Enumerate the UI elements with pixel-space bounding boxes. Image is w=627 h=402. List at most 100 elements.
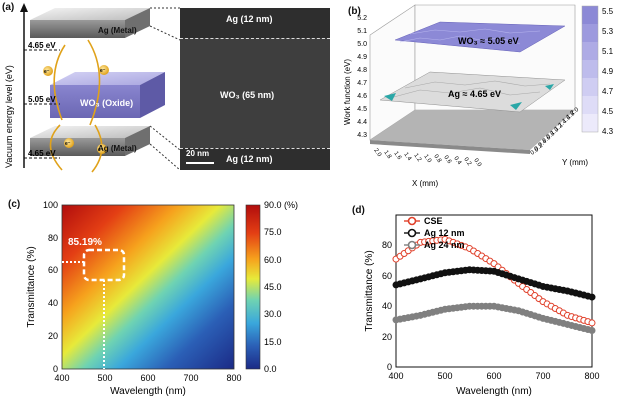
tem-label-top: Ag (12 nm) [226,14,273,24]
svg-text:700: 700 [535,371,550,381]
work-function-colorbar [581,5,599,133]
svg-text:4.5: 4.5 [357,106,367,113]
svg-text:0: 0 [387,362,392,372]
svg-text:500: 500 [437,371,452,381]
svg-text:4.5: 4.5 [602,107,614,116]
svg-text:4.6: 4.6 [357,93,367,100]
svg-text:5.0: 5.0 [357,41,367,48]
heatmap-area [61,204,235,370]
electron-label: e⁻ [98,147,104,153]
legend-marker [407,240,417,250]
svg-text:1.2: 1.2 [554,123,565,133]
svg-text:400: 400 [54,373,69,383]
energy-value: 5.05 eV [28,95,56,104]
svg-text:4.9: 4.9 [602,67,614,76]
line-x-title: Wavelength (nm) [456,386,532,397]
data-point [588,319,596,327]
wo3-slab [50,72,165,85]
svg-text:700: 700 [183,373,198,383]
colorbar-ticks: 5.5 5.3 5.1 4.9 4.7 4.5 4.3 [602,7,614,136]
svg-text:45.0: 45.0 [264,282,282,292]
electron-label: e⁻ [100,68,106,74]
panel-a: (a) [0,0,340,185]
data-point [588,327,596,335]
svg-text:60: 60 [382,271,392,281]
svg-text:90.0 (%): 90.0 (%) [264,200,298,210]
wo3-surface-label: WO₃ ≈ 5.05 eV [458,36,519,46]
heatmap-x-title: Wavelength (nm) [110,386,186,397]
z-axis-title: Work function (eV) [343,59,352,125]
svg-text:60.0: 60.0 [264,255,282,265]
svg-text:1.2: 1.2 [412,153,422,164]
svg-text:1.0: 1.0 [550,127,561,137]
svg-text:4.7: 4.7 [602,87,614,96]
svg-text:0.6: 0.6 [442,155,452,166]
layer-label: Ag (Metal) [98,144,137,153]
electron-icon [43,66,53,76]
svg-text:800: 800 [226,373,241,383]
svg-text:5.1: 5.1 [602,47,614,56]
svg-text:60: 60 [48,265,58,275]
electron-icon [64,138,74,148]
svg-text:2.0: 2.0 [570,107,581,117]
svg-text:400: 400 [388,371,403,381]
ag-top-slab [30,8,150,20]
svg-text:2.0: 2.0 [372,148,382,159]
line-legend: CSE Ag 12 nm Ag 24 nm [404,216,465,250]
legend-marker [407,228,417,238]
svg-text:1.6: 1.6 [392,151,402,162]
svg-text:4.4: 4.4 [357,119,367,126]
svg-text:1.0: 1.0 [422,154,432,165]
tem-label-bottom: Ag (12 nm) [226,154,273,164]
scale-bar [186,162,214,164]
electron-icon [97,144,107,154]
wo3-surface [394,21,566,53]
svg-text:80: 80 [382,240,392,250]
x-axis-ticks: 2.0 1.8 1.6 1.4 1.2 1.0 0.8 0.6 0.4 0.2 … [372,148,482,169]
svg-text:4.3: 4.3 [602,127,614,136]
scale-bar-label: 20 nm [186,149,210,158]
svg-text:0.8: 0.8 [546,131,557,141]
svg-text:4.3: 4.3 [357,132,367,139]
svg-text:15.0: 15.0 [264,337,282,347]
svg-text:4.8: 4.8 [357,67,367,74]
svg-text:20: 20 [48,331,58,341]
svg-text:0.2: 0.2 [534,143,545,153]
surface-floor [370,110,575,150]
energy-diagram: e⁻ e⁻ e⁻ e⁻ 4.65 eV 5.05 eV 4.65 eV Ag (… [4,3,181,173]
panel-b-label: (b) [348,6,361,17]
panel-a-label: (a) [2,2,15,13]
y-axis-ticks: 0.0 0.2 0.4 0.6 0.8 1.0 1.2 1.4 1.6 1.8 … [530,107,581,157]
svg-text:5.5: 5.5 [602,7,614,16]
ag-bottom-slab [30,126,150,138]
legend-label: Ag 12 nm [424,228,465,238]
layer-label: Ag (Metal) [98,26,137,35]
panel-d: (d) 400 500 600 700 800 Wavelength (nm) … [320,195,627,402]
svg-text:5.1: 5.1 [357,28,367,35]
svg-text:0: 0 [53,364,58,374]
work-function-surface: WO₃ ≈ 5.05 eV Ag ≈ 4.65 eV 5.2 5.1 5.0 4… [343,4,614,188]
line-y-ticks: 0 20 40 60 80 [382,240,392,372]
svg-text:0.2: 0.2 [462,157,472,168]
svg-text:1.8: 1.8 [566,111,577,121]
transmittance-line-chart: 400 500 600 700 800 Wavelength (nm) 0 20… [364,214,600,397]
svg-text:4.7: 4.7 [357,80,367,87]
svg-text:800: 800 [584,371,599,381]
electron-label: e⁻ [65,141,71,147]
svg-text:80: 80 [48,233,58,243]
energy-value: 4.65 eV [28,149,56,158]
svg-text:600: 600 [140,373,155,383]
panel-c: (c) [0,195,320,402]
svg-text:100: 100 [43,200,58,210]
heatmap-colorbar-ticks: 90.0 (%) 75.0 60.0 45.0 30.0 15.0 0.0 [264,200,298,374]
heatmap-y-ticks: 0 20 40 60 80 100 [43,200,58,374]
svg-text:40: 40 [48,298,58,308]
line-chart-frame [395,214,593,368]
svg-text:0.0: 0.0 [264,364,277,374]
svg-text:20: 20 [382,332,392,342]
svg-text:4.9: 4.9 [357,54,367,61]
energy-axis-title: Vacuum energy level (eV) [4,65,14,168]
svg-text:5.3: 5.3 [602,27,614,36]
highlight-annotation: 85.19% [68,237,102,248]
electron-icon [99,65,109,75]
